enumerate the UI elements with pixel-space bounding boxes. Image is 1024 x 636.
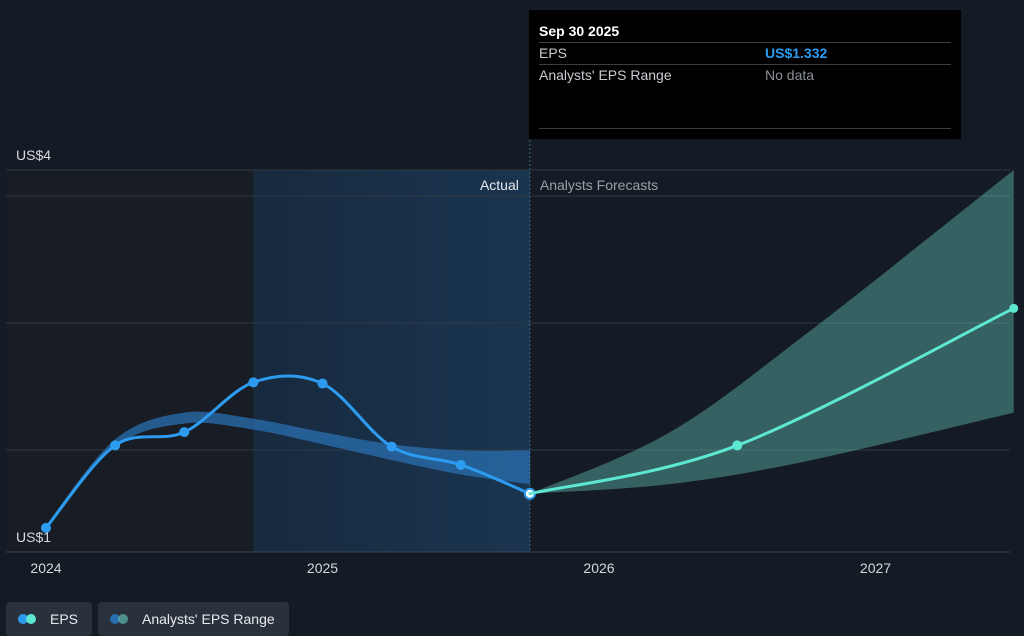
range-band-forecast xyxy=(529,170,1014,494)
x-tick-label-0: 2024 xyxy=(30,560,61,576)
forecast-label: Analysts Forecasts xyxy=(540,177,658,193)
past-region xyxy=(6,170,254,552)
tooltip-range-value: No data xyxy=(765,67,815,83)
tooltip-range-label: Analysts' EPS Range xyxy=(539,67,672,83)
x-tick-label-2: 2026 xyxy=(583,560,614,576)
eps-point-actual-3 xyxy=(248,377,259,388)
legend-label-eps: EPS xyxy=(50,611,79,627)
range-legend-icon xyxy=(110,614,132,624)
eps-point-actual-1 xyxy=(110,440,121,451)
tooltip-eps-value: US$1.332 xyxy=(765,45,828,61)
legend-item-eps[interactable]: EPS xyxy=(6,602,93,636)
eps-point-actual-6 xyxy=(455,459,466,470)
y-tick-label-1: US$1 xyxy=(16,529,51,545)
tooltip-eps-label: EPS xyxy=(539,45,568,61)
legend-item-range[interactable]: Analysts' EPS Range xyxy=(98,602,289,636)
eps-point-actual-5 xyxy=(386,441,397,452)
data-tooltip: Sep 30 2025 EPS US$1.332 Analysts' EPS R… xyxy=(529,10,961,139)
highlight-region xyxy=(253,170,530,552)
eps-point-forecast-1 xyxy=(732,440,743,451)
x-tick-label-1: 2025 xyxy=(307,560,338,576)
eps-legend-icon xyxy=(18,614,40,624)
eps-point-actual-0 xyxy=(41,522,51,533)
actual-label: Actual xyxy=(480,177,519,193)
eps-line-forecast xyxy=(528,306,1016,496)
chart-legend: EPS Analysts' EPS Range xyxy=(6,602,289,636)
y-tick-label-0: US$4 xyxy=(16,147,51,163)
tooltip-range-row: Analysts' EPS Range No data xyxy=(539,64,951,86)
tooltip-date: Sep 30 2025 xyxy=(539,23,620,39)
eps-point-actual-2 xyxy=(179,427,190,438)
range-band-actual xyxy=(46,411,530,527)
eps-point-forecast-2 xyxy=(1009,303,1019,313)
x-tick-label-3: 2027 xyxy=(860,560,891,576)
tooltip-eps-row: EPS US$1.332 xyxy=(539,42,951,64)
tooltip-divider xyxy=(539,128,951,129)
legend-label-range: Analysts' EPS Range xyxy=(142,611,275,627)
eps-chart: US$4 US$1 2024 2025 2026 2027 Actual Analysts F… xyxy=(6,140,1019,576)
eps-point-actual-4 xyxy=(317,378,328,389)
